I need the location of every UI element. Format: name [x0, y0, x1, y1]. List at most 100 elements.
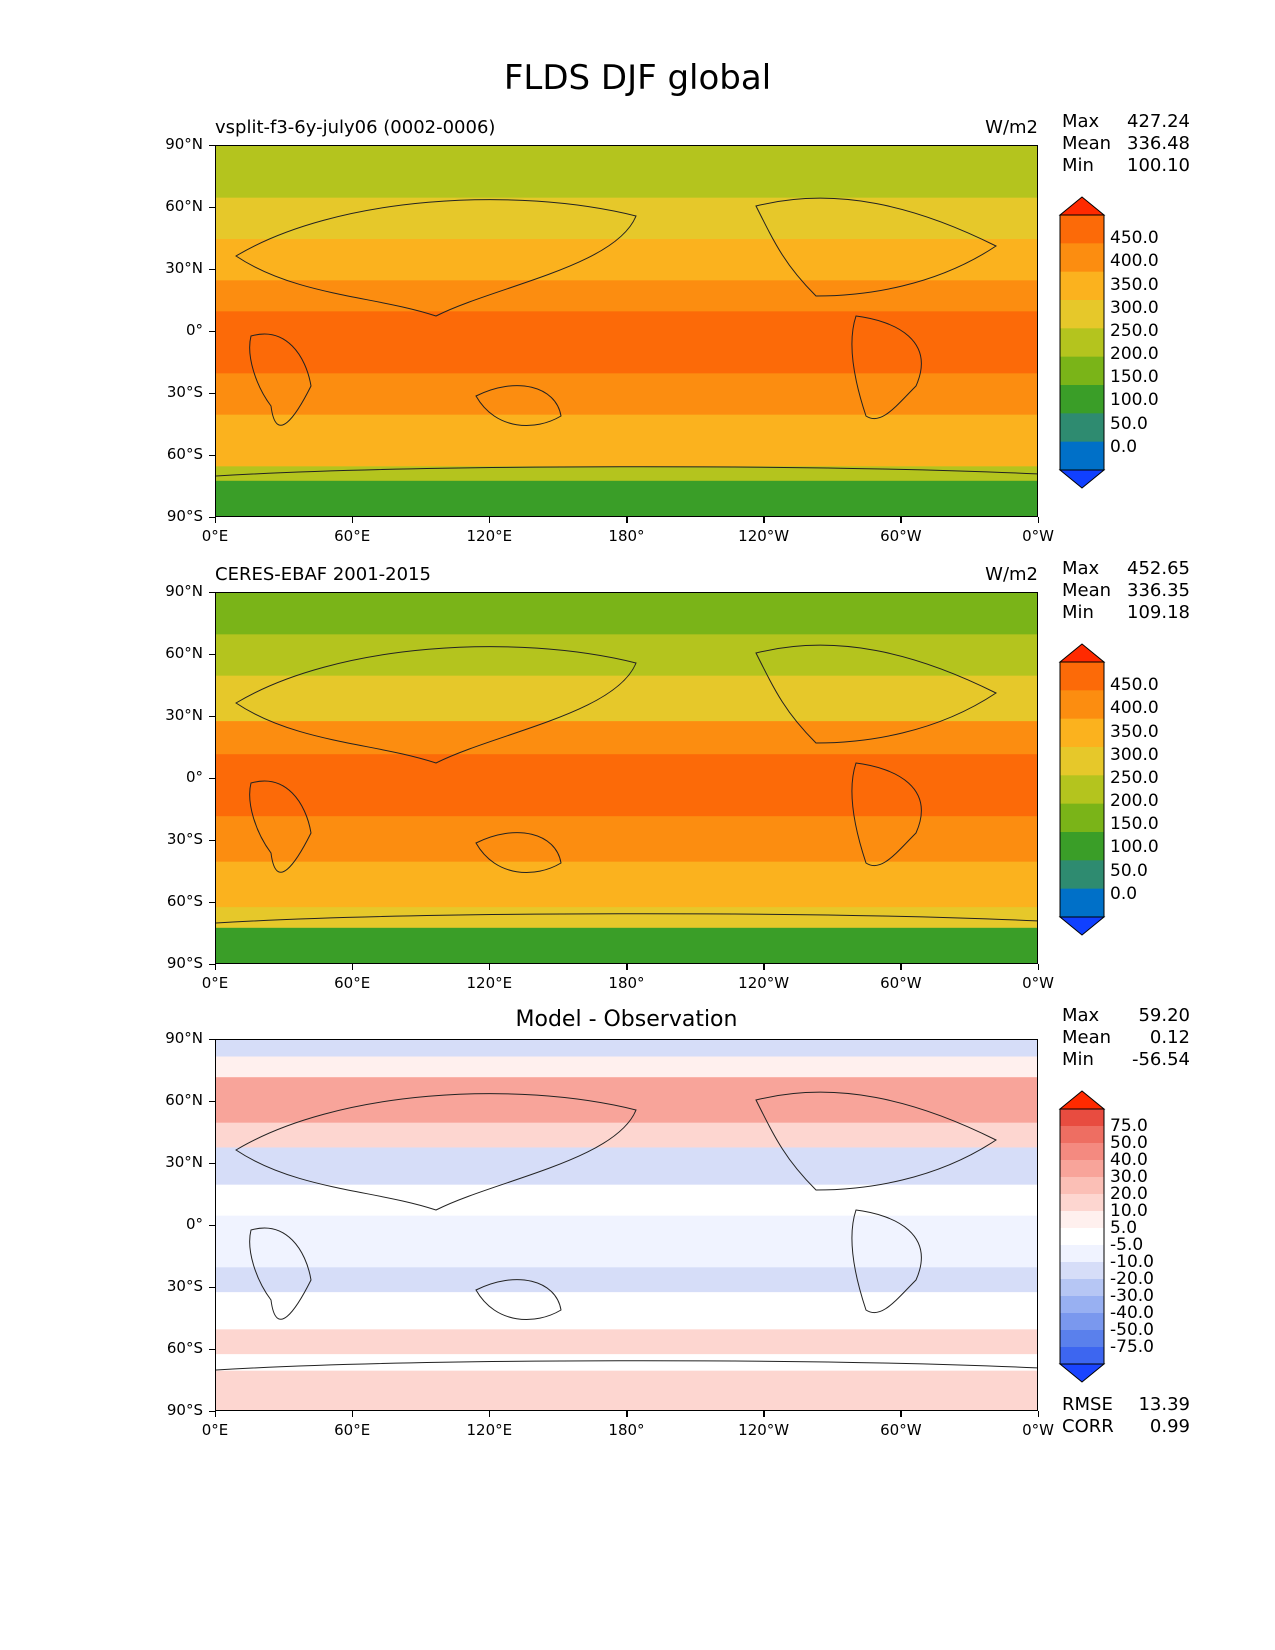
coastline — [216, 913, 1037, 924]
y-tick-label: 60°S — [166, 892, 203, 910]
lat-band — [216, 634, 1037, 677]
colorbar-segment — [1060, 1126, 1104, 1144]
colorbar-label: 100.0 — [1110, 390, 1159, 411]
colorbar-extend-low — [1058, 469, 1106, 489]
colorbar-label: 450.0 — [1110, 228, 1159, 249]
colorbar-extend-low — [1058, 916, 1106, 936]
lat-band — [216, 414, 1037, 467]
x-tick-label: 60°E — [334, 974, 371, 992]
x-tick-label: 120°E — [466, 1421, 513, 1439]
map-svg — [216, 1040, 1037, 1410]
colorbar-label: 40.0 — [1110, 1150, 1148, 1170]
y-tick-label: 30°N — [165, 259, 203, 277]
colorbar-label: 5.0 — [1110, 1218, 1138, 1238]
colorbar-label: 250.0 — [1110, 320, 1159, 341]
lat-band — [216, 754, 1037, 817]
x-tick — [763, 964, 765, 970]
coastline — [475, 385, 562, 426]
stat-value: 336.48 — [1127, 133, 1190, 154]
x-tick — [900, 517, 902, 523]
colorbar-segment — [1060, 1160, 1104, 1178]
colorbar-segment — [1060, 1313, 1104, 1331]
coastline — [216, 1360, 1037, 1371]
colorbar-label: 400.0 — [1110, 251, 1159, 272]
x-tick-label: 0°W — [1022, 527, 1054, 545]
colorbar-segment — [1060, 1109, 1104, 1127]
colorbar-segment — [1060, 690, 1104, 720]
x-tick-label: 120°W — [738, 527, 790, 545]
y-tick-label: 60°S — [166, 1339, 203, 1357]
colorbar-extend-high — [1058, 1090, 1106, 1110]
lat-band — [216, 816, 1037, 863]
colorbar-label: 50.0 — [1110, 413, 1148, 434]
colorbar-label: 100.0 — [1110, 837, 1159, 858]
colorbar-label: 200.0 — [1110, 791, 1159, 812]
x-tick-label: 60°E — [334, 1421, 371, 1439]
x-tick — [351, 517, 354, 523]
panel-title: CERES-EBAF 2001-2015 — [215, 564, 431, 585]
colorbar-label: 0.0 — [1110, 883, 1138, 904]
x-tick — [488, 517, 491, 523]
stat-value: 100.10 — [1127, 155, 1190, 176]
colorbar-frame — [1059, 214, 1105, 471]
y-tick — [209, 901, 215, 903]
y-tick — [209, 392, 215, 394]
colorbar-segment — [1060, 662, 1104, 691]
colorbar-label: 200.0 — [1110, 344, 1159, 365]
y-tick — [209, 1100, 215, 1102]
colorbar-label: 450.0 — [1110, 675, 1159, 696]
colorbar-segment — [1060, 215, 1104, 244]
colorbar-frame — [1059, 661, 1105, 918]
figure-title: FLDS DJF global — [503, 58, 772, 98]
units-label: W/m2 — [985, 117, 1038, 138]
y-tick-label: 30°N — [165, 1153, 203, 1171]
colorbar-segment — [1060, 1211, 1104, 1229]
colorbar-segment — [1060, 271, 1104, 301]
y-tick-label: 30°S — [166, 1277, 203, 1295]
lat-band — [216, 907, 1037, 929]
colorbar-label: -30.0 — [1110, 1286, 1154, 1306]
colorbar-frame — [1059, 1108, 1105, 1365]
lat-band — [216, 239, 1037, 281]
y-tick-label: 90°N — [165, 582, 203, 600]
map-svg — [216, 146, 1037, 516]
colorbar-segment — [1060, 775, 1104, 805]
colorbar-segment — [1060, 441, 1104, 471]
colorbar-segment — [1060, 1228, 1104, 1246]
colorbar-segment — [1060, 803, 1104, 833]
x-tick-label: 180° — [608, 1421, 645, 1439]
stat-value: 109.18 — [1127, 602, 1190, 623]
stat-key: CORR — [1062, 1416, 1114, 1437]
lat-band — [216, 675, 1037, 722]
x-tick-label: 60°E — [334, 527, 371, 545]
lat-band — [216, 1122, 1037, 1148]
lat-band — [216, 927, 1037, 963]
stat-key: Min — [1062, 602, 1094, 623]
y-tick — [209, 144, 215, 146]
x-tick-label: 60°W — [880, 974, 922, 992]
lat-band — [216, 1370, 1037, 1410]
coastline — [249, 1227, 312, 1320]
stat-key: RMSE — [1062, 1394, 1113, 1415]
colorbar-segment — [1060, 1245, 1104, 1263]
x-tick — [626, 1411, 628, 1417]
y-tick — [209, 1348, 215, 1350]
y-tick — [209, 268, 215, 270]
y-tick — [209, 516, 215, 518]
x-tick — [214, 517, 216, 523]
colorbar-segment — [1060, 328, 1104, 358]
stat-key: Max — [1062, 111, 1100, 132]
x-tick — [626, 964, 628, 970]
y-tick — [209, 963, 215, 965]
colorbar-label: 150.0 — [1110, 814, 1159, 835]
colorbar-segment — [1060, 356, 1104, 386]
colorbar-label: 20.0 — [1110, 1184, 1148, 1204]
y-tick — [209, 1286, 215, 1288]
colorbar-segment — [1060, 243, 1104, 273]
colorbar-label: -50.0 — [1110, 1320, 1154, 1340]
lat-band — [216, 146, 1037, 199]
y-tick — [209, 454, 215, 456]
x-tick — [626, 517, 628, 523]
y-tick — [209, 653, 215, 655]
panel-title: vsplit-f3-6y-july06 (0002-0006) — [215, 117, 496, 138]
